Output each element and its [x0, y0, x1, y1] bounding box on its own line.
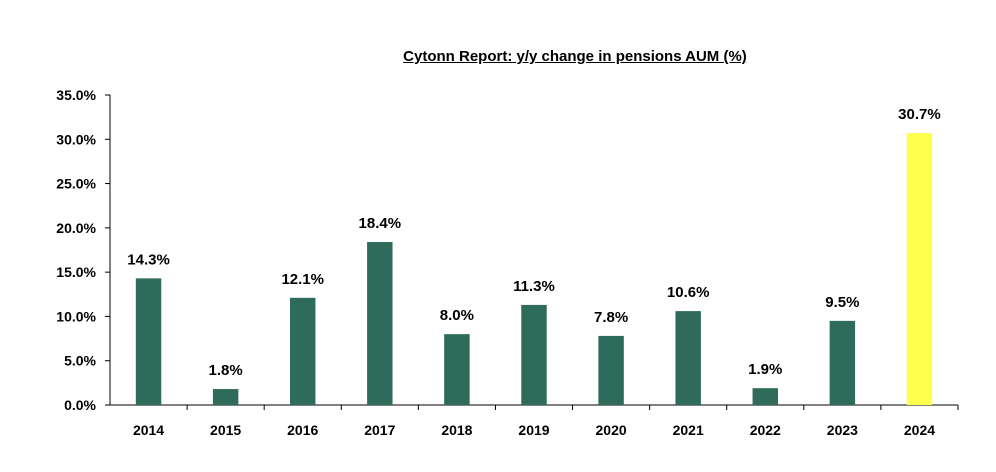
data-label-2019: 11.3%	[513, 278, 555, 295]
x-tick-label-2016: 2016	[287, 422, 318, 438]
bar-2016	[290, 297, 316, 405]
y-tick-label: 20.0%	[56, 220, 96, 236]
bar-2021	[675, 311, 701, 405]
bar-2024	[906, 133, 933, 406]
x-tick-label-2022: 2022	[750, 422, 781, 438]
x-tick-label-2020: 2020	[596, 422, 627, 438]
bar-2023	[829, 320, 856, 405]
y-tick-label: 0.0%	[64, 397, 96, 413]
x-tick-label-2015: 2015	[210, 422, 241, 438]
y-tick-label: 30.0%	[56, 131, 96, 147]
y-tick-label: 10.0%	[56, 308, 96, 324]
bar-2022	[752, 388, 778, 405]
bar-2014	[135, 278, 162, 405]
y-tick-label: 25.0%	[56, 176, 96, 192]
bar-2019	[521, 304, 547, 405]
data-label-2024: 30.7%	[898, 106, 941, 123]
bar-2017	[367, 242, 393, 405]
x-tick-label-2023: 2023	[827, 422, 858, 438]
data-label-2016: 12.1%	[281, 271, 324, 288]
x-tick-label-2021: 2021	[673, 422, 704, 438]
y-tick-label: 5.0%	[64, 353, 96, 369]
data-label-2015: 1.8%	[209, 362, 243, 379]
data-label-2023: 9.5%	[825, 294, 859, 311]
x-tick-label-2019: 2019	[518, 422, 549, 438]
bar-2020	[598, 335, 624, 405]
x-tick-label-2014: 2014	[133, 422, 164, 438]
bar-2015	[212, 389, 239, 405]
x-tick-label-2024: 2024	[904, 422, 935, 438]
data-label-2021: 10.6%	[667, 284, 710, 301]
chart-title: Cytonn Report: y/y change in pensions AU…	[403, 48, 747, 65]
data-label-2014: 14.3%	[127, 251, 170, 268]
data-label-2020: 7.8%	[594, 309, 628, 326]
x-tick-label-2018: 2018	[441, 422, 472, 438]
data-label-2022: 1.9%	[748, 361, 782, 378]
y-tick-label: 35.0%	[56, 87, 96, 103]
bar-2018	[444, 334, 470, 405]
data-label-2018: 8.0%	[440, 307, 474, 324]
x-tick-label-2017: 2017	[364, 422, 395, 438]
data-label-2017: 18.4%	[359, 215, 402, 232]
y-tick-label: 15.0%	[56, 264, 96, 280]
